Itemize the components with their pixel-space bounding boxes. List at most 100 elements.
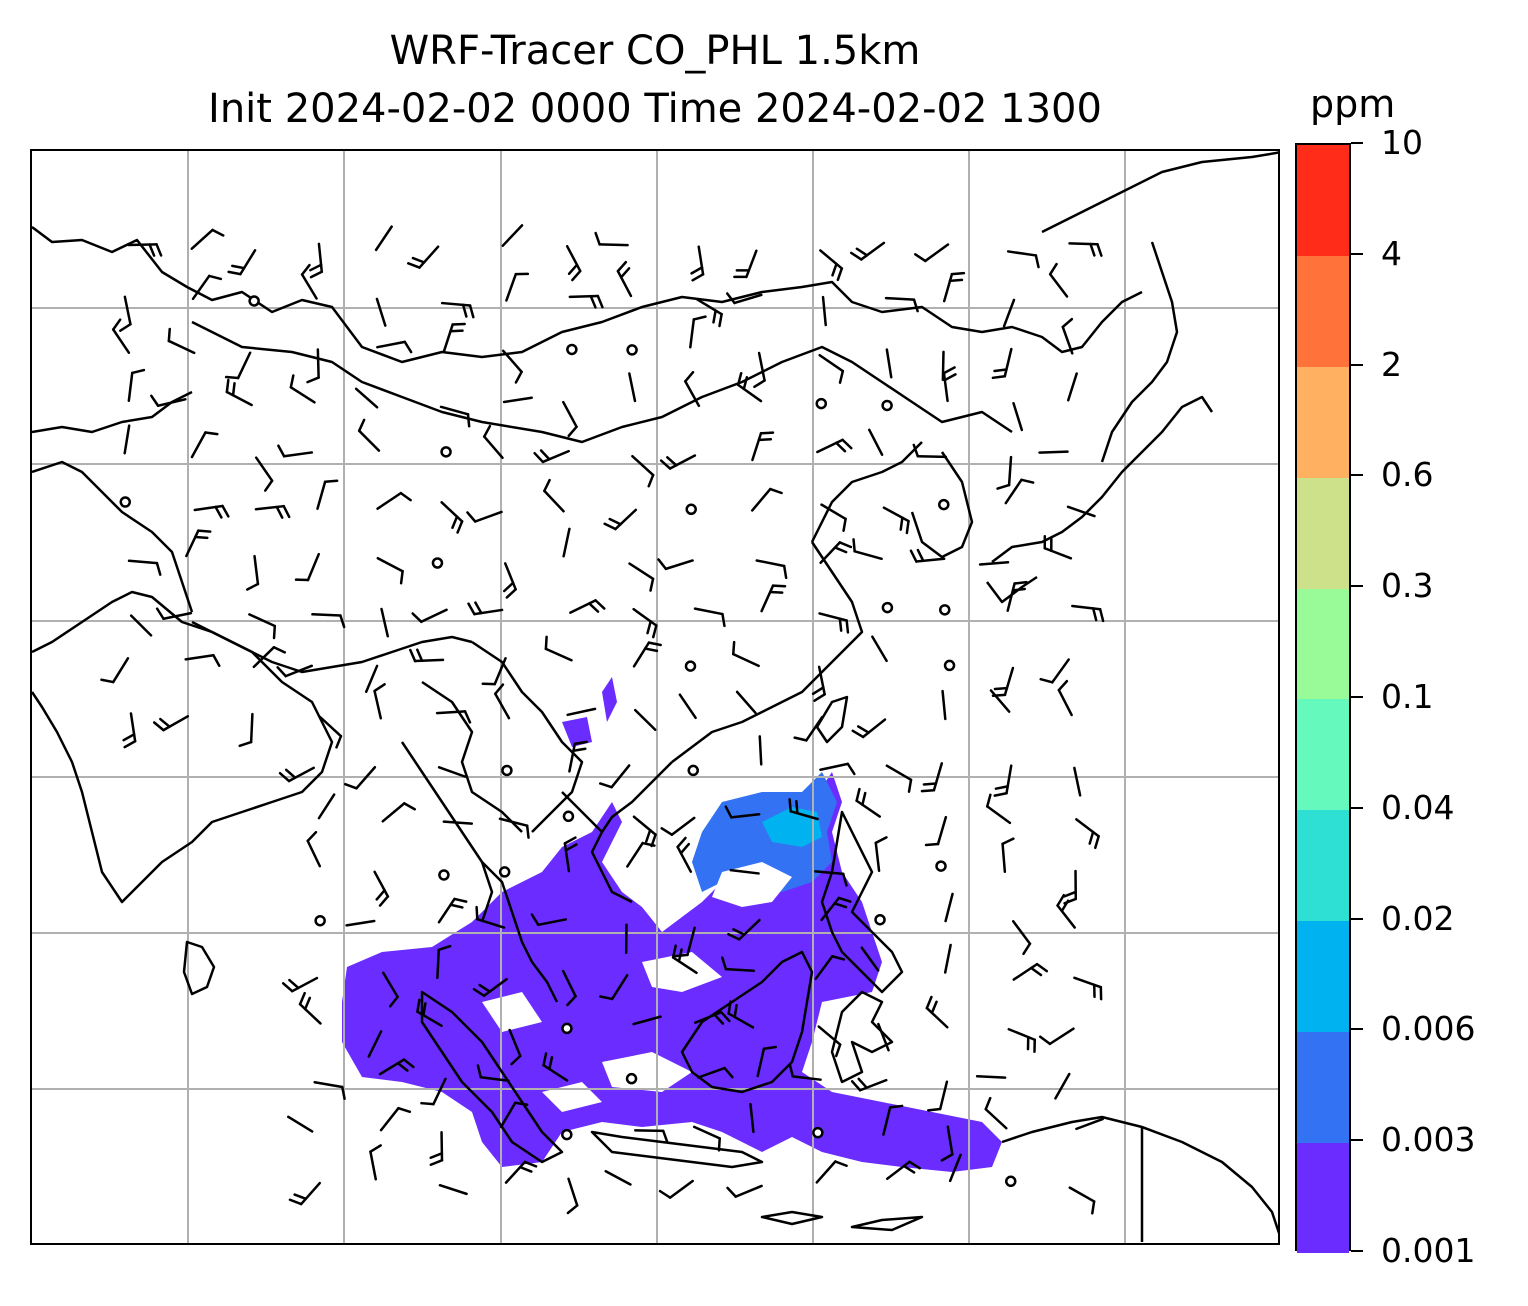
wind-barb-flag xyxy=(298,991,306,1006)
wind-barb xyxy=(694,1010,731,1025)
wind-barb-flag xyxy=(214,505,223,519)
wind-barb-flag xyxy=(948,278,964,283)
wind-barb-staff xyxy=(569,599,597,614)
wind-barb xyxy=(1056,893,1076,929)
wind-barb xyxy=(671,944,698,975)
wind-barb-staff xyxy=(373,689,383,720)
wind-barb-staff xyxy=(236,351,252,380)
wind-barb-flag xyxy=(272,646,287,654)
wind-barb xyxy=(978,560,1010,566)
wind-barb-flag xyxy=(1035,962,1049,973)
wind-barb-flag xyxy=(1011,587,1027,592)
wind-barb-staff xyxy=(440,301,472,307)
wind-barb-flag xyxy=(407,262,421,269)
calm-wind-circle xyxy=(498,866,511,878)
wind-barb-staff xyxy=(732,652,760,668)
wind-barb-flag xyxy=(402,1058,415,1069)
wind-barb xyxy=(566,1177,579,1215)
wind-barb xyxy=(991,666,1015,697)
wind-barb-staff xyxy=(374,225,393,252)
wind-barb-flag xyxy=(467,602,476,616)
wind-barb xyxy=(594,231,629,247)
wind-barb-flag xyxy=(533,451,545,464)
wind-barb-flag xyxy=(690,266,704,275)
wind-barb-staff xyxy=(1061,325,1074,355)
wind-barb xyxy=(306,830,322,868)
wind-barb xyxy=(676,836,693,873)
wind-barb xyxy=(562,527,571,558)
wind-barb-flag xyxy=(130,368,146,375)
wind-barb-flag xyxy=(212,654,221,667)
wind-barb-flag xyxy=(502,581,515,593)
wind-barb-flag xyxy=(727,1000,732,1015)
wind-barb-staff xyxy=(882,506,910,523)
wind-barb-staff xyxy=(626,841,644,868)
wind-barb-staff xyxy=(479,1075,510,1082)
wind-barb-flag xyxy=(378,895,390,907)
wind-barb-flag xyxy=(548,1056,554,1071)
wind-barb-staff xyxy=(946,1125,954,1156)
wind-barb-flag xyxy=(742,376,749,391)
wind-barb xyxy=(1006,250,1040,269)
wind-barb-staff xyxy=(729,868,760,875)
wind-barb-flag xyxy=(768,590,784,594)
wind-barb-staff xyxy=(628,562,655,581)
wind-barb-staff xyxy=(819,249,844,270)
wind-barb xyxy=(429,1131,444,1166)
wind-barb xyxy=(562,400,578,438)
wind-barb-staff xyxy=(375,297,387,327)
wind-barb-staff xyxy=(860,946,880,972)
wind-barb-flag xyxy=(691,273,705,282)
tracer-gap xyxy=(712,862,792,907)
wind-barb-staff xyxy=(860,241,886,261)
wind-barb-staff xyxy=(300,273,318,300)
wind-barb-flag xyxy=(411,612,423,624)
colorbar-segment xyxy=(1297,699,1349,811)
wind-barb xyxy=(942,271,966,303)
wind-barb-staff xyxy=(736,383,763,403)
wind-barb-flag xyxy=(596,294,604,309)
wind-barb-staff xyxy=(249,712,254,744)
wind-barb-staff xyxy=(542,1064,569,1082)
wind-barb-flag xyxy=(833,902,848,909)
wind-barb-flag xyxy=(721,956,728,971)
calm-wind-circle xyxy=(1005,1175,1017,1188)
wind-barb xyxy=(632,1015,662,1026)
colorbar-tick xyxy=(1351,1139,1363,1142)
wind-barb-staff xyxy=(1075,818,1100,838)
wind-barb-flag xyxy=(719,1010,731,1023)
wind-barb xyxy=(914,243,950,263)
wind-barb xyxy=(501,349,523,384)
wind-barb-staff xyxy=(941,689,947,721)
wind-barb-flag xyxy=(309,270,324,279)
wind-barb-staff xyxy=(439,405,470,416)
wind-barb xyxy=(190,228,225,250)
wind-barb xyxy=(123,424,131,455)
wind-barb-flag xyxy=(204,431,219,436)
wind-barb-staff xyxy=(814,870,845,876)
wind-barb xyxy=(727,1000,755,1029)
wind-barb-staff xyxy=(671,956,698,975)
wind-barb-flag xyxy=(544,635,548,651)
wind-barb xyxy=(819,762,856,776)
coastline xyxy=(32,390,193,434)
wind-barb-flag xyxy=(788,1063,795,1078)
wind-barb-staff xyxy=(737,918,761,941)
wind-barb-flag xyxy=(831,262,838,277)
wind-barb-staff xyxy=(290,976,319,993)
wind-barb-staff xyxy=(884,296,916,301)
wind-barb xyxy=(378,1058,415,1076)
wind-barb-flag xyxy=(658,1189,672,1199)
wind-barb-flag xyxy=(429,1152,444,1159)
wind-barb-flag xyxy=(510,1054,522,1066)
wind-barb-staff xyxy=(1056,904,1076,929)
wind-barb-flag xyxy=(608,517,622,526)
wind-barb-staff xyxy=(693,607,724,616)
wind-barb-flag xyxy=(649,577,655,592)
wind-barb-staff xyxy=(437,897,456,924)
wind-barb xyxy=(300,263,318,300)
coastline xyxy=(32,460,194,613)
wind-barb xyxy=(150,394,187,407)
wind-barb-staff xyxy=(184,654,215,661)
wind-barb-flag xyxy=(643,647,659,653)
